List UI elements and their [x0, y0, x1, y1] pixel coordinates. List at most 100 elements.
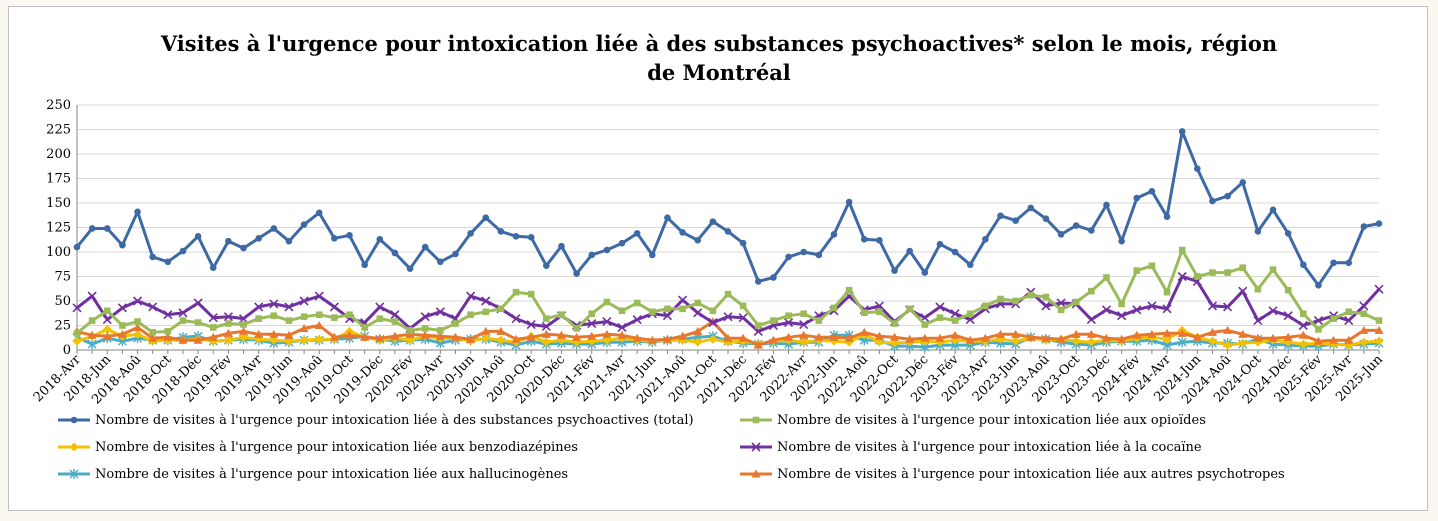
data-point [1178, 128, 1186, 135]
data-point [784, 332, 794, 341]
data-point [1101, 333, 1111, 342]
data-point [830, 231, 838, 238]
data-point [1268, 306, 1278, 316]
legend-label: Nombre de visites à l'urgence pour intox… [95, 439, 578, 455]
data-point [572, 332, 582, 341]
y-tick-label: 200 [46, 147, 71, 162]
data-point [1101, 305, 1112, 315]
data-point [723, 312, 733, 322]
data-point [1330, 315, 1337, 322]
data-point [1360, 223, 1368, 230]
legend-item: Nombre de visites à l'urgence pour intox… [739, 410, 1206, 430]
data-point [966, 261, 974, 269]
data-point [738, 333, 748, 342]
data-point [587, 331, 597, 340]
data-point [966, 310, 974, 318]
data-point [1284, 230, 1292, 237]
data-point [314, 291, 324, 301]
data-point [1209, 269, 1216, 276]
data-point [936, 314, 944, 321]
data-point [1012, 217, 1019, 224]
data-point [223, 328, 233, 337]
data-point [360, 332, 370, 341]
data-point [163, 310, 173, 320]
data-point [1192, 332, 1202, 341]
x-axis: 2018-Avr2018-Jun2018-Aoû2018-Oct2018-Déc… [31, 350, 1386, 407]
data-point [284, 330, 294, 339]
data-point [724, 228, 732, 235]
data-point [1374, 284, 1384, 294]
data-point [420, 330, 430, 339]
data-point [1177, 328, 1187, 337]
data-point [391, 249, 399, 257]
data-point [783, 317, 794, 328]
data-point [618, 307, 626, 315]
data-point [148, 302, 158, 312]
data-point [891, 267, 898, 274]
data-point [906, 247, 913, 255]
data-point [754, 322, 762, 329]
data-point [1313, 336, 1323, 345]
data-point [1254, 228, 1262, 235]
data-point [860, 309, 868, 317]
data-point [1118, 300, 1125, 308]
data-point [694, 299, 702, 307]
data-point [1345, 308, 1353, 316]
data-point [602, 335, 612, 345]
data-point [1254, 285, 1262, 293]
data-point [314, 334, 324, 344]
data-point [466, 291, 476, 301]
data-point [69, 469, 79, 479]
chart-frame: Visites à l'urgence pour intoxication li… [8, 6, 1428, 511]
data-point [467, 311, 474, 319]
data-point [664, 305, 671, 313]
data-point [179, 317, 187, 324]
data-point [739, 239, 747, 247]
data-point [1239, 264, 1247, 271]
data-point [1283, 332, 1293, 341]
data-point [603, 246, 611, 254]
legend-item: Nombre de visites à l'urgence pour intox… [739, 437, 1202, 457]
data-point [738, 313, 748, 323]
data-point [1194, 273, 1201, 280]
data-point [965, 335, 975, 344]
data-point [1133, 267, 1141, 274]
data-point [874, 337, 884, 347]
data-point [1057, 306, 1065, 314]
data-point [1329, 335, 1339, 344]
data-point [361, 261, 368, 269]
data-point [632, 333, 642, 342]
data-point [1239, 179, 1247, 186]
y-tick-label: 125 [46, 221, 71, 236]
data-point [799, 337, 809, 347]
data-point [102, 331, 112, 340]
data-point [299, 335, 309, 345]
chart-title: Visites à l'urgence pour intoxication li… [9, 29, 1429, 87]
data-point [437, 258, 444, 266]
data-point [602, 329, 612, 338]
data-point [1088, 287, 1095, 295]
data-point [405, 329, 415, 338]
data-point [240, 321, 247, 328]
data-point [541, 329, 551, 338]
data-point [209, 324, 217, 331]
data-point [1300, 261, 1307, 269]
data-point [102, 315, 112, 325]
data-point [617, 330, 627, 339]
series-0 [73, 128, 1383, 289]
legend-label: Nombre de visites à l'urgence pour intox… [95, 412, 694, 428]
data-point [662, 311, 673, 321]
data-point [800, 310, 807, 318]
data-point [315, 209, 323, 217]
data-point [603, 298, 611, 306]
data-point [859, 327, 869, 336]
data-point [254, 302, 264, 312]
data-point [649, 251, 656, 259]
data-point [1011, 329, 1021, 338]
data-point [800, 248, 807, 256]
data-point [633, 299, 641, 307]
data-point [1300, 310, 1307, 318]
data-point [1360, 310, 1368, 318]
data-point [134, 208, 141, 216]
data-point [329, 302, 339, 312]
